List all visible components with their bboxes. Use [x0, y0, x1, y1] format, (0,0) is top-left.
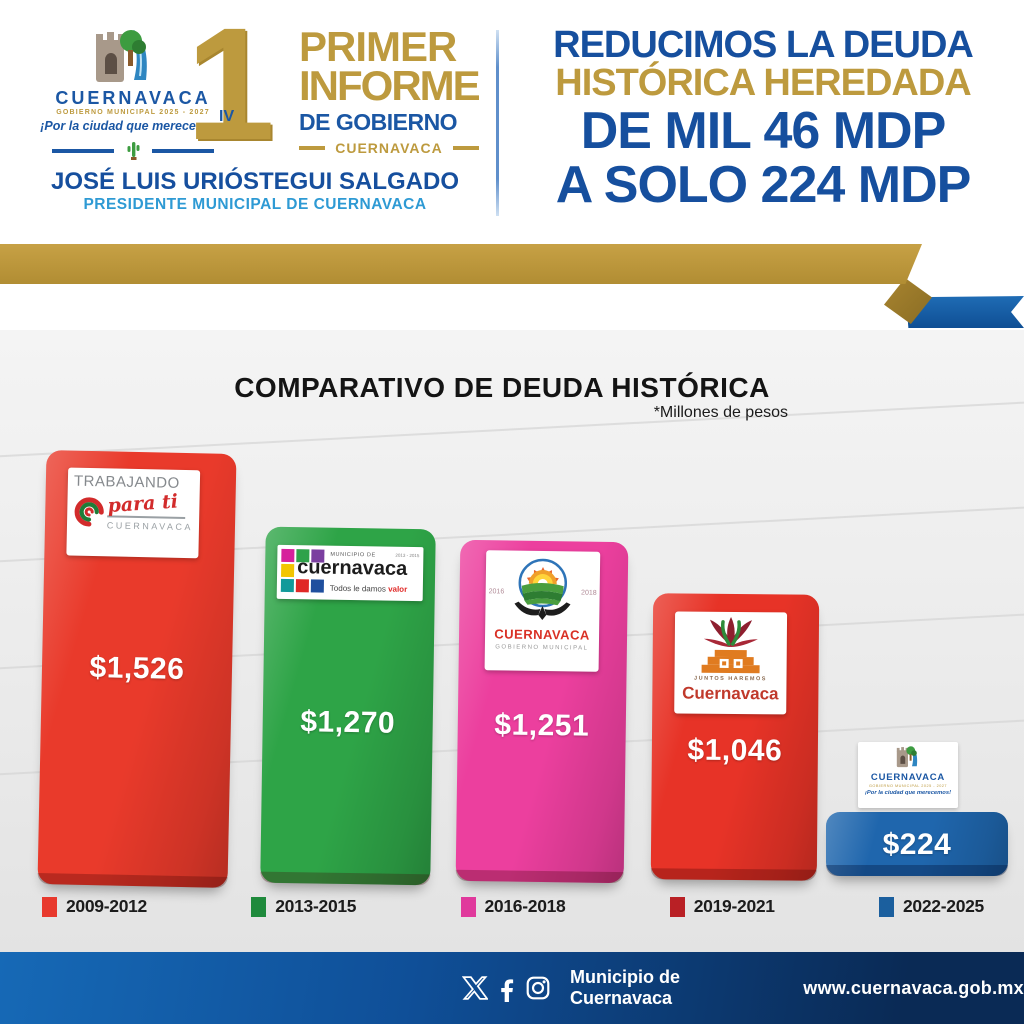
chart-legend: 2009-2012 2013-2015 2016-2018 2019-2021 … [42, 896, 984, 917]
legend-item-2022-2025: 2022-2025 [879, 896, 984, 917]
logo5-name: CUERNAVACA [870, 772, 946, 783]
footer-label: Municipio de Cuernavaca [570, 967, 680, 1008]
logo5-slogan: ¡Por la ciudad que merecemos! [864, 790, 951, 796]
cuernavaca-crest-mini-icon [896, 746, 918, 768]
footer-url[interactable]: www.cuernavaca.gob.mx [803, 977, 1024, 998]
legend-swatch-darkred [669, 896, 685, 917]
logo1-line1: TRABAJANDO [73, 472, 180, 492]
legend-label: 2016-2018 [484, 896, 566, 916]
legend-label: 2009-2012 [66, 896, 147, 916]
informe-numeral: 1 [186, 0, 275, 173]
chart-subtitle: *Millones de pesos [653, 404, 788, 421]
headline-line3: DE MIL 46 MDP [580, 102, 947, 160]
logo-trabajando-para-ti: TRABAJANDO para ti CUERNAVACA [66, 467, 201, 559]
bar-2022-2025: $224 [826, 812, 1008, 876]
logo3-name: CUERNAVACA [494, 626, 590, 643]
legend-label: 2019-2021 [693, 896, 775, 916]
informe-line3: DE GOBIERNO [299, 109, 458, 136]
informe-line2: INFORME [299, 61, 481, 109]
brand-slogan: ¡Por la ciudad que merecemos! [40, 119, 226, 133]
swirl-icon [74, 497, 104, 527]
legend-label: 2013-2015 [275, 896, 357, 916]
instagram-icon[interactable] [525, 975, 551, 1001]
legend-swatch-pink [460, 896, 476, 917]
headline-block: REDUCIMOS LA DEUDA HISTÓRICA HEREDADA DE… [514, 26, 1012, 211]
logo-gobierno-2016-2018: 2016 2018 CUERNAVACA GOBIERNO MUNICIPAL [484, 550, 601, 672]
logo2-name: cuernavaca [297, 556, 408, 580]
bar-value-2022-2025: $224 [882, 828, 952, 861]
legend-swatch-green [251, 896, 267, 917]
logo3-year-right: 2018 [581, 589, 597, 597]
cactus-icon [127, 142, 139, 160]
informe-line4: CUERNAVACA [299, 140, 479, 156]
agave-pyramid-icon [701, 616, 760, 674]
legend-item-2019-2021: 2019-2021 [669, 896, 775, 917]
bar-value-2016-2018: $1,251 [494, 708, 590, 743]
bar-2016-2018: 2016 2018 CUERNAVACA GOBIERNO MUNICIPAL … [455, 539, 629, 884]
informe-roman-numeral: IV [219, 108, 235, 125]
bar-value-2019-2021: $1,046 [687, 733, 783, 768]
logo5-subtitle: GOBIERNO MUNICIPAL 2025 - 2027 [868, 784, 948, 788]
legend-swatch-blue [879, 896, 894, 917]
sun-field-hands-emblem-icon [514, 558, 571, 620]
footer-bar: Municipio de Cuernavaca www.cuernavaca.g… [0, 952, 1024, 1024]
bar-value-2009-2012: $1,526 [89, 651, 185, 686]
legend-item-2016-2018: 2016-2018 [460, 896, 566, 917]
legend-item-2009-2012: 2009-2012 [42, 896, 147, 917]
logo4-name: Cuernavaca [682, 683, 779, 704]
facebook-icon[interactable] [499, 975, 514, 1002]
x-icon[interactable] [462, 975, 488, 1001]
logo-gobierno-2025-2027: CUERNAVACA GOBIERNO MUNICIPAL 2025 - 202… [858, 742, 958, 808]
legend-label: 2022-2025 [903, 896, 984, 916]
bar-2009-2012: TRABAJANDO para ti CUERNAVACA $1,526 [37, 450, 237, 888]
mayor-name: JOSÉ LUIS URIÓSTEGUI SALGADO [50, 168, 460, 195]
logo2-tagline-accent: valor [388, 584, 408, 594]
bar-value-2013-2015: $1,270 [300, 705, 396, 740]
bar-2013-2015: MUNICIPIO DE 2013 - 2015 cuernavaca Todo… [260, 526, 436, 886]
footer-content: Municipio de Cuernavaca www.cuernavaca.g… [462, 952, 1024, 1024]
logo3-subtitle: GOBIERNO MUNICIPAL [495, 644, 589, 652]
headline-line1: REDUCIMOS LA DEUDA [553, 24, 974, 66]
brand-divider [52, 138, 214, 164]
logo1-line3: CUERNAVACA [106, 519, 194, 532]
bar-2019-2021: JUNTOS HAREMOS Cuernavaca $1,046 [650, 593, 820, 881]
chart-title: COMPARATIVO DE DEUDA HISTÓRICA [234, 372, 770, 403]
cuernavaca-crest-logo [96, 30, 147, 82]
legend-swatch-red [42, 896, 57, 917]
logo4-small-top: JUNTOS HAREMOS [694, 675, 767, 683]
mayor-title: PRESIDENTE MUNICIPAL DE CUERNAVACA [83, 196, 427, 213]
logo2-tagline: Todos le damos valor [329, 583, 408, 594]
header-divider [496, 30, 499, 216]
informe-city: CUERNAVACA [335, 140, 443, 157]
informe-title-block: PRIMER INFORME DE GOBIERNO CUERNAVACA [299, 23, 481, 156]
ribbon-gold-band [0, 244, 922, 284]
headline-line2: HISTÓRICA HEREDADA [555, 62, 972, 104]
logo1-line2: para ti [106, 490, 179, 518]
legend-item-2013-2015: 2013-2015 [251, 896, 357, 917]
logo-todos-le-damos-valor: MUNICIPIO DE 2013 - 2015 cuernavaca Todo… [276, 544, 424, 602]
headline-line4: A SOLO 224 MDP [555, 156, 972, 214]
logo-juntos-haremos: JUNTOS HAREMOS Cuernavaca [674, 611, 788, 715]
brand-subtitle: GOBIERNO MUNICIPAL 2025 - 2027 [56, 109, 210, 116]
brand-name: CUERNAVACA [55, 88, 211, 108]
informe-line1: PRIMER [299, 23, 457, 70]
logo3-year-left: 2016 [488, 588, 505, 596]
